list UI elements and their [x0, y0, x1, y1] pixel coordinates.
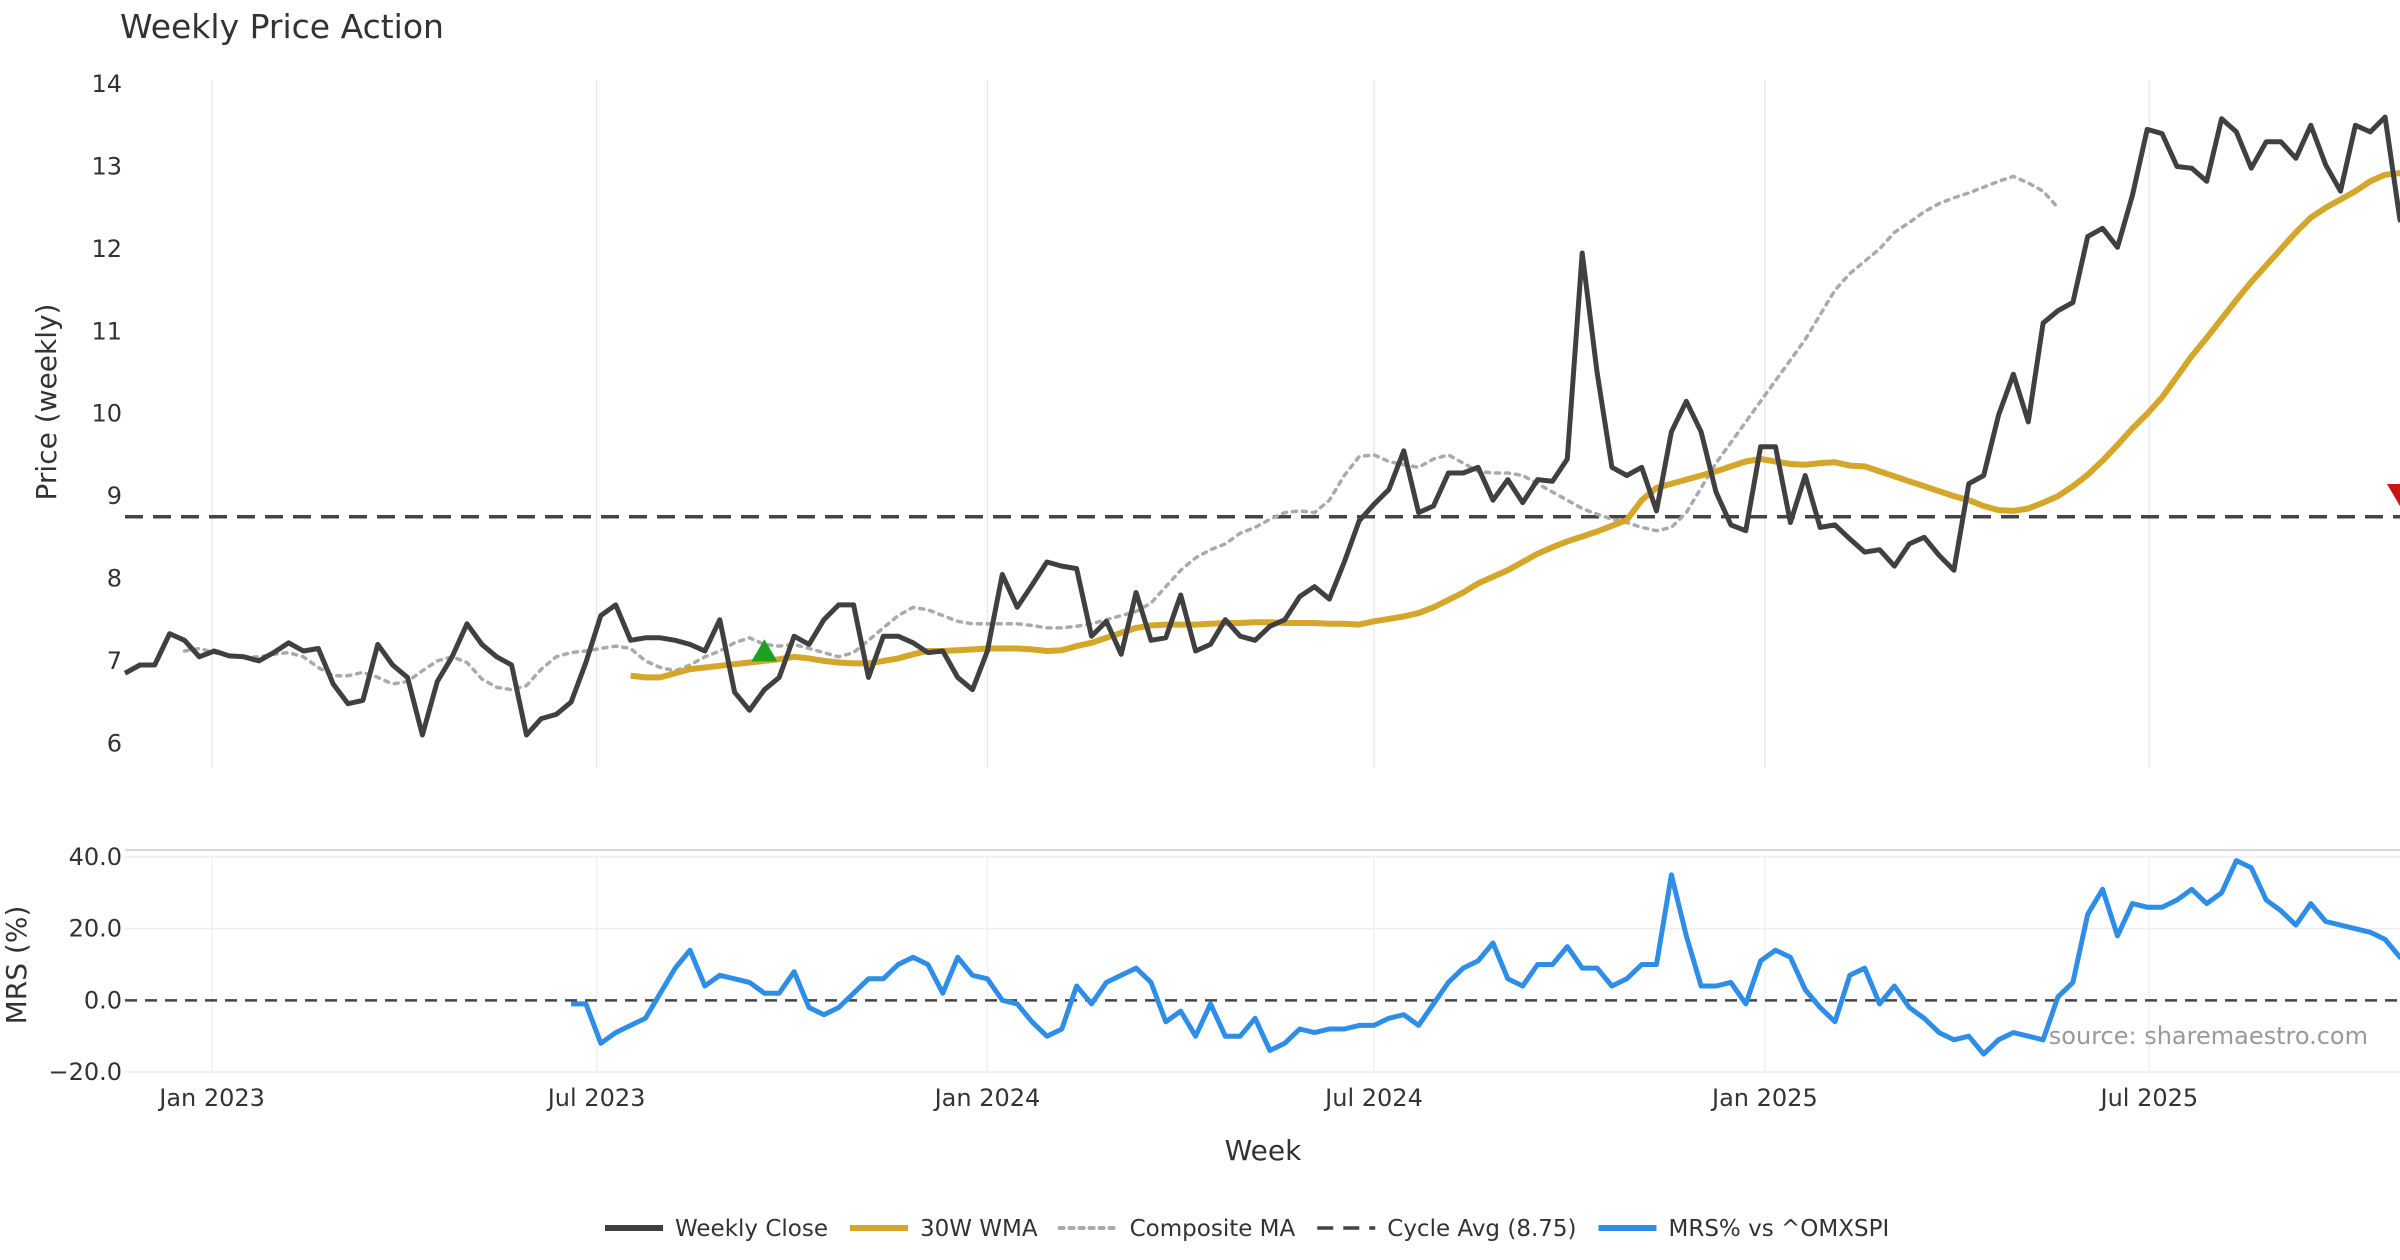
x-tick-label: Jul 2023	[546, 1084, 646, 1112]
legend-label-composite: Composite MA	[1130, 1216, 1296, 1242]
legend-label-cycle: Cycle Avg (8.75)	[1387, 1216, 1576, 1242]
price-y-tick-label: 14	[91, 70, 122, 98]
price-y-tick-label: 8	[107, 564, 122, 592]
sell-signal-marker	[2387, 484, 2400, 507]
source-note: source: sharemaestro.com	[2049, 1022, 2368, 1050]
mrs-y-tick-label: 40.0	[69, 843, 122, 871]
x-tick-label: Jan 2024	[933, 1084, 1041, 1112]
price-series	[123, 114, 2400, 738]
x-tick-label: Jul 2025	[2099, 1084, 2199, 1112]
legend-label-close: Weekly Close	[675, 1216, 828, 1242]
mrs-panel: 40.0 20.0 0.0 −20.0 MRS (%) source: sharema…	[0, 843, 2400, 1086]
chart-title: Weekly Price Action	[120, 7, 444, 46]
price-y-tick-label: 10	[91, 400, 122, 428]
mrs-y-tick-label: 20.0	[69, 915, 122, 943]
mrs-y-tick-label: −20.0	[48, 1058, 122, 1086]
price-y-axis: 6 7 8 9 10 11 12 13 14	[91, 70, 122, 757]
x-tick-label: Jan 2023	[157, 1084, 265, 1112]
x-tick-label: Jul 2024	[1323, 1084, 1423, 1112]
legend-label-mrs: MRS% vs ^OMXSPI	[1669, 1216, 1890, 1242]
price-y-tick-label: 9	[107, 482, 122, 510]
mrs-line	[571, 858, 2400, 1057]
legend-label-wma: 30W WMA	[920, 1216, 1038, 1242]
weekly-close-line	[123, 114, 2400, 738]
price-panel: 6 7 8 9 10 11 12 13 14 Price (weekly)	[30, 70, 2400, 768]
x-axis-title: Week	[1225, 1134, 1302, 1167]
price-y-tick-label: 12	[91, 235, 122, 263]
x-axis: Jan 2023 Jul 2023 Jan 2024 Jul 2024 Jan 2025…	[157, 1084, 2198, 1112]
legend: Weekly Close 30W WMA Composite MA Cycle Avg…	[605, 1216, 1889, 1242]
price-y-tick-label: 6	[107, 729, 122, 757]
mrs-series	[125, 858, 2400, 1057]
mrs-y-tick-label: 0.0	[84, 986, 122, 1014]
signal-markers	[751, 484, 2400, 662]
mrs-y-axis-title: MRS (%)	[0, 906, 33, 1025]
price-y-tick-label: 7	[107, 647, 122, 675]
wma-line	[630, 170, 2400, 681]
price-y-axis-title: Price (weekly)	[30, 304, 63, 501]
price-y-tick-label: 11	[91, 317, 122, 345]
price-y-tick-label: 13	[91, 153, 122, 181]
mrs-y-axis: 40.0 20.0 0.0 −20.0	[48, 843, 122, 1086]
x-tick-label: Jan 2025	[1710, 1084, 1818, 1112]
buy-signal-marker	[751, 639, 778, 662]
price-gridlines	[211, 80, 2151, 768]
composite-ma-line	[182, 174, 2060, 692]
